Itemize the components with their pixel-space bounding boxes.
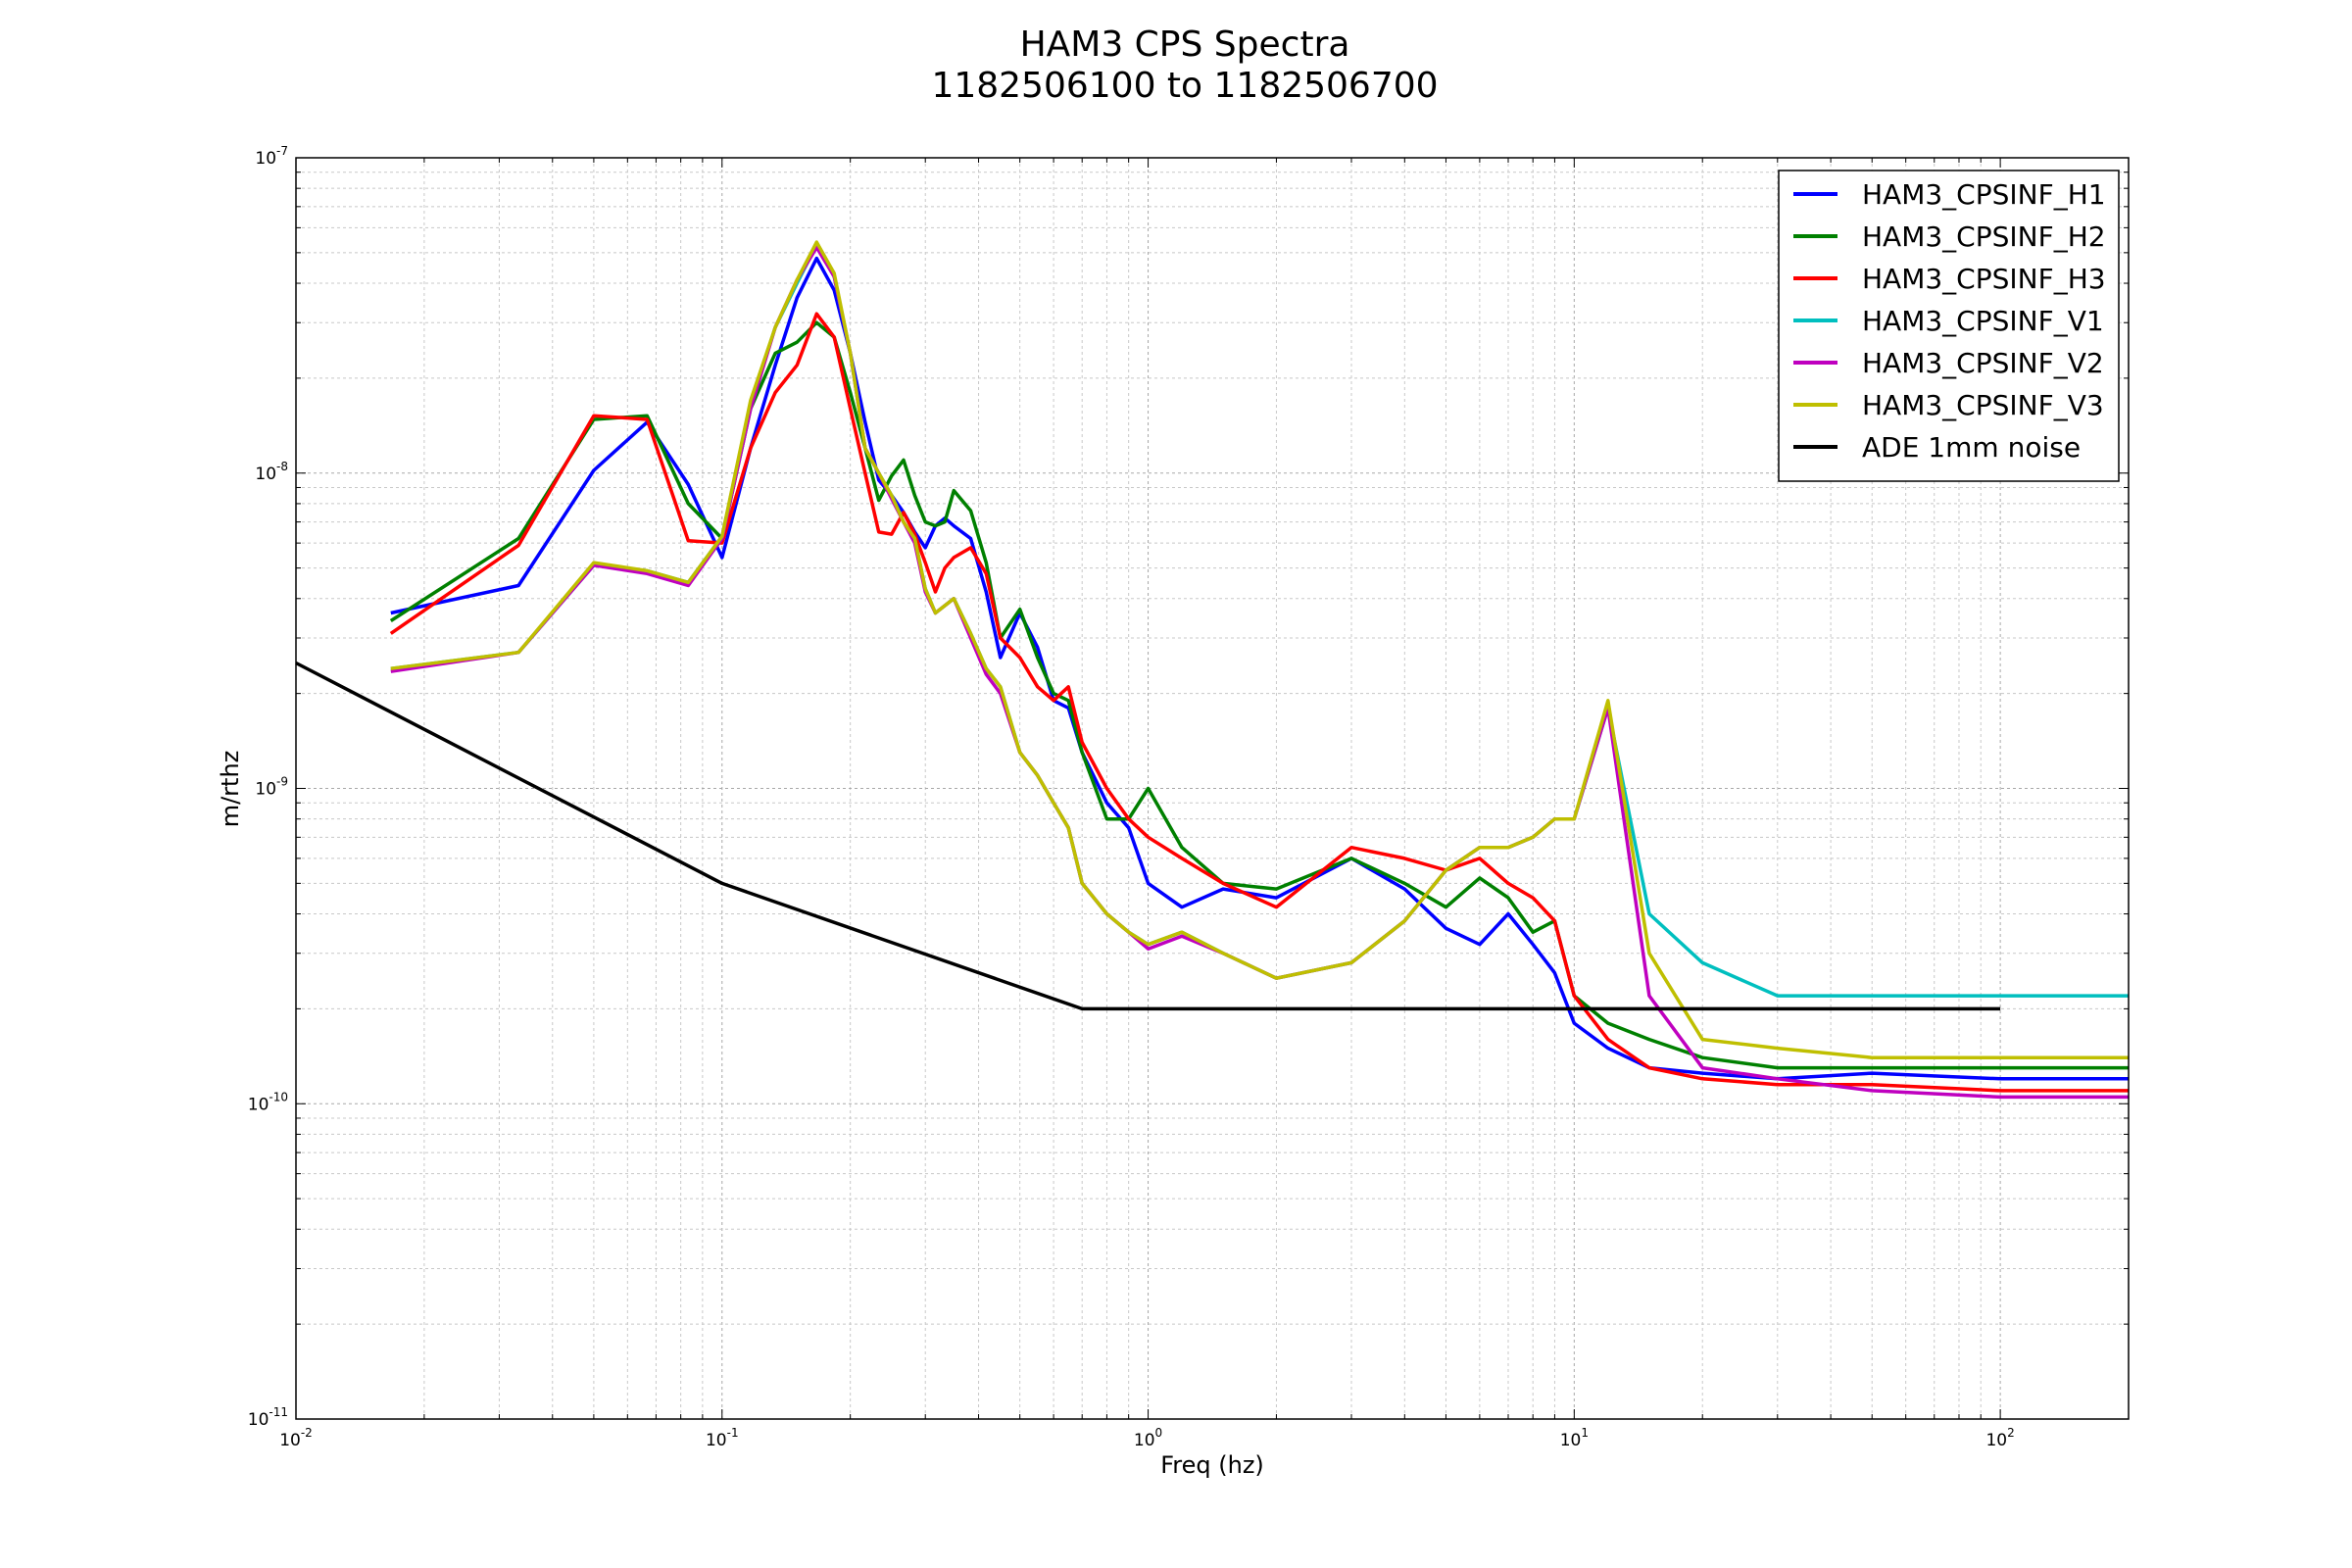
y-tick-label-base: 10: [248, 1410, 270, 1430]
x-tick-label-exp: 0: [1155, 1426, 1163, 1440]
chart-subtitle: 1182506100 to 1182506700: [931, 66, 1438, 106]
legend-label: HAM3_CPSINF_V3: [1862, 389, 2104, 421]
legend-box: [1778, 170, 2120, 482]
y-tick-label-exp: -8: [276, 460, 288, 473]
y-tick-label-exp: -10: [269, 1090, 288, 1103]
x-tick-label-base: 10: [706, 1431, 727, 1450]
legend-label: HAM3_CPSINF_V1: [1862, 305, 2104, 337]
series-line-6: [390, 240, 2129, 1059]
x-tick-label: 100: [1134, 1426, 1162, 1450]
plot-lines: [295, 240, 2129, 1100]
x-tick-label: 101: [1560, 1426, 1589, 1450]
x-tick-label-base: 10: [1985, 1431, 2007, 1450]
x-tick-label-base: 10: [1134, 1431, 1155, 1450]
series-line-2: [389, 320, 2129, 1070]
y-axis-label: m/rthz: [217, 751, 244, 828]
x-tick-label: 102: [1985, 1426, 2014, 1450]
series-line-3: [389, 312, 2129, 1093]
y-tick-label: 10-9: [255, 775, 288, 800]
legend-label: HAM3_CPSINF_H3: [1862, 263, 2106, 295]
legend-label: ADE 1mm noise: [1862, 431, 2081, 464]
x-tick-label: 10-2: [279, 1426, 313, 1450]
x-axis-label: Freq (hz): [1160, 1451, 1264, 1479]
y-tick-label-exp: -9: [276, 775, 288, 789]
chart-title: HAM3 CPS Spectra: [1020, 24, 1350, 65]
legend-label: HAM3_CPSINF_H1: [1862, 178, 2106, 211]
y-tick-label: 10-11: [248, 1405, 288, 1430]
y-tick-label-exp: -7: [276, 144, 288, 158]
y-tick-label-base: 10: [255, 780, 276, 800]
y-tick-label-base: 10: [248, 1095, 270, 1114]
x-tick-label-base: 10: [1560, 1431, 1582, 1450]
y-tick-label: 10-7: [255, 144, 288, 169]
x-tick-label-exp: -2: [301, 1426, 313, 1440]
x-tick-label-exp: 1: [1581, 1426, 1589, 1440]
x-tick-label-base: 10: [279, 1431, 301, 1450]
x-tick-label-exp: -1: [727, 1426, 739, 1440]
x-tick-label-exp: 2: [2007, 1426, 2015, 1440]
y-tick-label: 10-8: [255, 460, 288, 484]
y-tick-label-base: 10: [255, 465, 276, 484]
legend-label: HAM3_CPSINF_H2: [1862, 220, 2106, 253]
series-line-7: [295, 661, 2001, 1011]
x-tick-label: 10-1: [706, 1426, 739, 1450]
y-tick-label: 10-10: [248, 1090, 288, 1114]
y-tick-label-base: 10: [255, 149, 276, 169]
legend: HAM3_CPSINF_H1 HAM3_CPSINF_H2 HAM3_CPSINF_…: [1778, 170, 2120, 482]
legend-label: HAM3_CPSINF_V2: [1862, 347, 2104, 379]
grid: [295, 158, 2130, 1420]
y-tick-label-exp: -11: [269, 1405, 288, 1419]
